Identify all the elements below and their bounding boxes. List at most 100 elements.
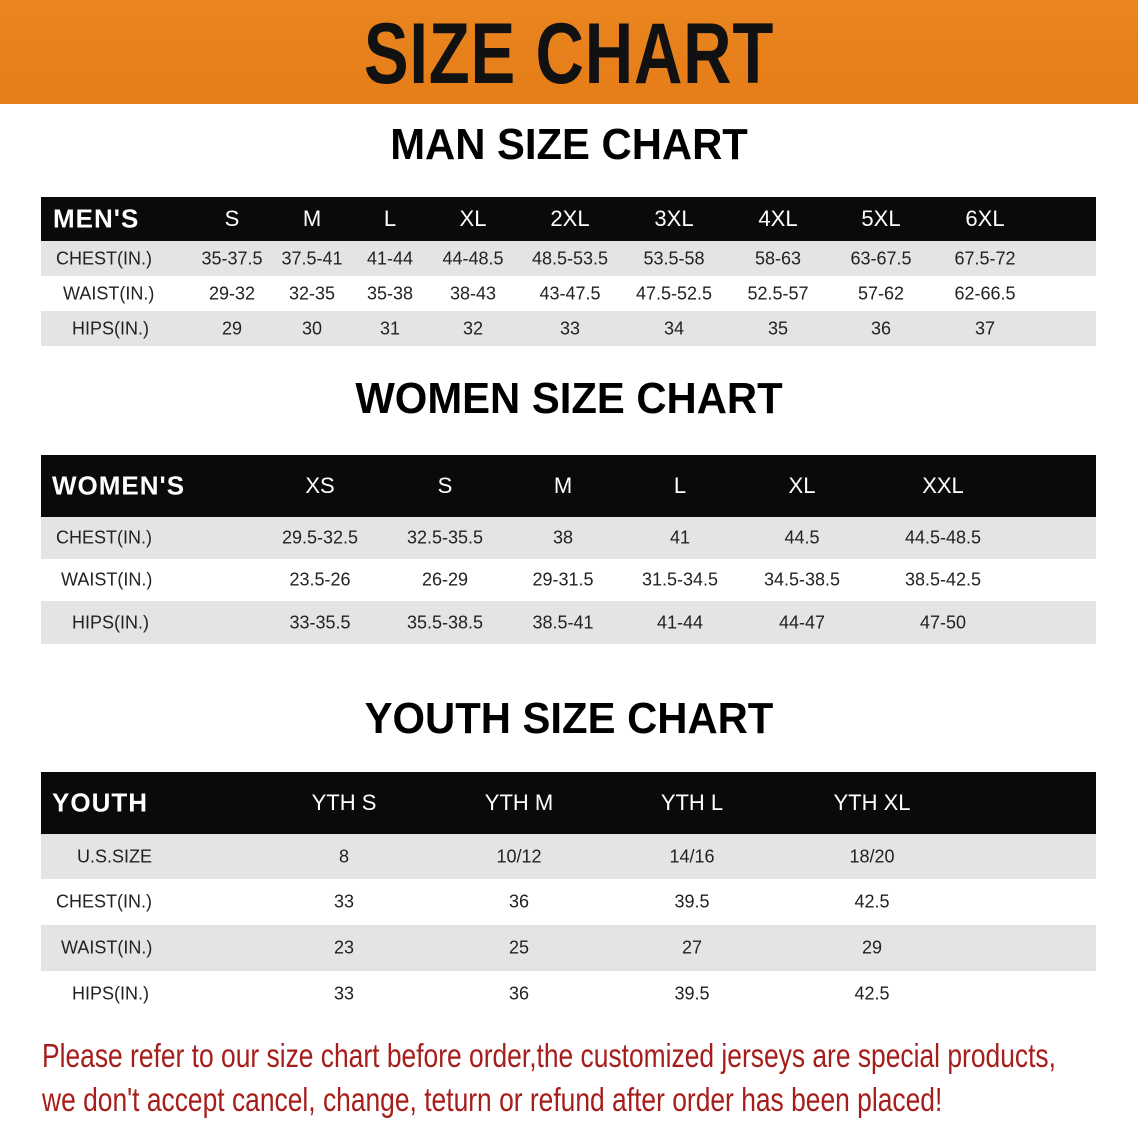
measurement-cell: 53.5-58: [643, 248, 705, 268]
row-label: HIPS(IN.): [72, 612, 150, 632]
measurement-cell: 25: [508, 937, 530, 958]
measurement-cell: 29.5-32.5: [281, 527, 359, 548]
measurement-cell: 36: [508, 891, 530, 912]
row-label: HIPS(IN.): [72, 983, 150, 1003]
measurement-cell: 32.5-35.5: [406, 527, 484, 548]
measurement-cell: 41: [669, 527, 691, 548]
women-header-label: WOMEN'S: [52, 470, 186, 501]
measurement-cell: 38.5-42.5: [904, 569, 982, 590]
measurement-cell: 29-32: [208, 283, 256, 303]
notice-line-1: Please refer to our size chart before or…: [42, 1037, 1056, 1074]
page-title: SIZE CHART: [363, 6, 775, 102]
size-header: YTH S: [311, 790, 377, 815]
size-header: XXL: [922, 473, 964, 498]
measurement-cell: 14/16: [669, 846, 715, 866]
measurement-cell: 26-29: [421, 569, 469, 590]
measurement-cell: 41-44: [656, 612, 704, 632]
measurement-cell: 62-66.5: [954, 283, 1016, 303]
table-row: CHEST(IN.) 33 36 39.5 42.5: [41, 879, 1096, 925]
measurement-cell: 63-67.5: [850, 248, 912, 268]
size-header: S: [437, 473, 453, 498]
measurement-cell: 29: [221, 318, 243, 338]
measurement-cell: 47.5-52.5: [635, 283, 713, 303]
table-row: U.S.SIZE 8 10/12 14/16 18/20: [41, 834, 1096, 879]
youth-header-row: YOUTH YTH S YTH M YTH L YTH XL: [41, 772, 1096, 834]
row-label: HIPS(IN.): [72, 318, 150, 338]
measurement-cell: 37.5-41: [281, 248, 343, 268]
size-header: S: [224, 206, 240, 231]
size-header: YTH XL: [833, 790, 911, 815]
size-header: 2XL: [550, 206, 590, 231]
measurement-cell: 37: [974, 318, 996, 338]
measurement-cell: 29: [861, 937, 883, 958]
size-header: 5XL: [861, 206, 901, 231]
measurement-cell: 43-47.5: [539, 283, 601, 303]
table-row: HIPS(IN.) 33 36 39.5 42.5: [41, 971, 1096, 1016]
table-row: HIPS(IN.) 29 30 31 32 33 34 35 36 37: [41, 311, 1096, 346]
title-banner: SIZE CHART: [0, 0, 1138, 104]
measurement-cell: 32-35: [288, 283, 336, 303]
row-label: CHEST(IN.): [56, 891, 152, 912]
measurement-cell: 33: [333, 983, 355, 1003]
size-header: M: [553, 473, 573, 498]
women-heading: WOMEN SIZE CHART: [355, 374, 783, 423]
measurement-cell: 31.5-34.5: [641, 569, 719, 590]
measurement-cell: 29-31.5: [532, 569, 594, 590]
measurement-cell: 58-63: [754, 248, 802, 268]
size-header: M: [302, 206, 322, 231]
size-header: XL: [459, 206, 487, 231]
measurement-cell: 33: [333, 891, 355, 912]
table-row: CHEST(IN.) 35-37.5 37.5-41 41-44 44-48.5 48.5…: [41, 241, 1096, 276]
measurement-cell: 42.5: [854, 891, 890, 912]
table-row: WAIST(IN.) 23 25 27 29: [41, 925, 1096, 971]
measurement-cell: 52.5-57: [747, 283, 809, 303]
men-heading: MAN SIZE CHART: [390, 120, 748, 169]
measurement-cell: 44-47: [778, 612, 826, 632]
measurement-cell: 34.5-38.5: [763, 569, 841, 590]
measurement-cell: 44.5-48.5: [904, 527, 982, 548]
measurement-cell: 23: [333, 937, 355, 958]
measurement-cell: 39.5: [674, 983, 710, 1003]
row-label: CHEST(IN.): [56, 248, 152, 268]
size-header: XL: [788, 473, 816, 498]
measurement-cell: 35-37.5: [201, 248, 263, 268]
size-header: XS: [305, 473, 335, 498]
youth-size-table: YOUTH YTH S YTH M YTH L YTH XL U.S.SIZE 8 10/12…: [41, 772, 1096, 1016]
notice-line-2: we don't accept cancel, change, teturn o…: [42, 1081, 943, 1118]
row-label: U.S.SIZE: [77, 846, 153, 866]
measurement-cell: 10/12: [496, 846, 542, 866]
row-label: CHEST(IN.): [56, 527, 152, 548]
measurement-cell: 36: [508, 983, 530, 1003]
size-header: YTH L: [660, 790, 724, 815]
measurement-cell: 35.5-38.5: [406, 612, 484, 632]
measurement-cell: 18/20: [849, 846, 895, 866]
row-label: WAIST(IN.): [61, 937, 153, 958]
row-label: WAIST(IN.): [63, 283, 155, 303]
measurement-cell: 57-62: [857, 283, 905, 303]
women-size-table: WOMEN'S XS S M L XL XXL CHEST(IN.) 29.5-32.5 32.5…: [41, 455, 1096, 644]
table-row: HIPS(IN.) 33-35.5 35.5-38.5 38.5-41 41-44 44-…: [41, 601, 1096, 644]
youth-heading: YOUTH SIZE CHART: [364, 694, 774, 743]
measurement-cell: 8: [338, 846, 350, 866]
size-header: 3XL: [654, 206, 694, 231]
men-size-table: MEN'S S M L XL 2XL 3XL 4XL 5XL 6XL CHEST(IN.) 35-37…: [41, 197, 1096, 346]
measurement-cell: 32: [462, 318, 484, 338]
measurement-cell: 67.5-72: [954, 248, 1016, 268]
measurement-cell: 30: [301, 318, 323, 338]
measurement-cell: 35-38: [366, 283, 414, 303]
women-header-row: WOMEN'S XS S M L XL XXL: [41, 455, 1096, 517]
measurement-cell: 38-43: [449, 283, 497, 303]
size-header: YTH M: [484, 790, 554, 815]
youth-header-label: YOUTH: [52, 787, 148, 818]
measurement-cell: 23.5-26: [289, 569, 351, 590]
measurement-cell: 31: [379, 318, 401, 338]
measurement-cell: 33-35.5: [289, 612, 351, 632]
men-header-row: MEN'S S M L XL 2XL 3XL 4XL 5XL 6XL: [41, 197, 1096, 241]
measurement-cell: 36: [870, 318, 892, 338]
row-label: WAIST(IN.): [61, 569, 153, 590]
measurement-cell: 39.5: [674, 891, 710, 912]
measurement-cell: 41-44: [366, 248, 414, 268]
table-row: WAIST(IN.) 29-32 32-35 35-38 38-43 43-47.5 47.…: [41, 276, 1096, 311]
measurement-cell: 27: [681, 937, 703, 958]
measurement-cell: 35: [767, 318, 789, 338]
